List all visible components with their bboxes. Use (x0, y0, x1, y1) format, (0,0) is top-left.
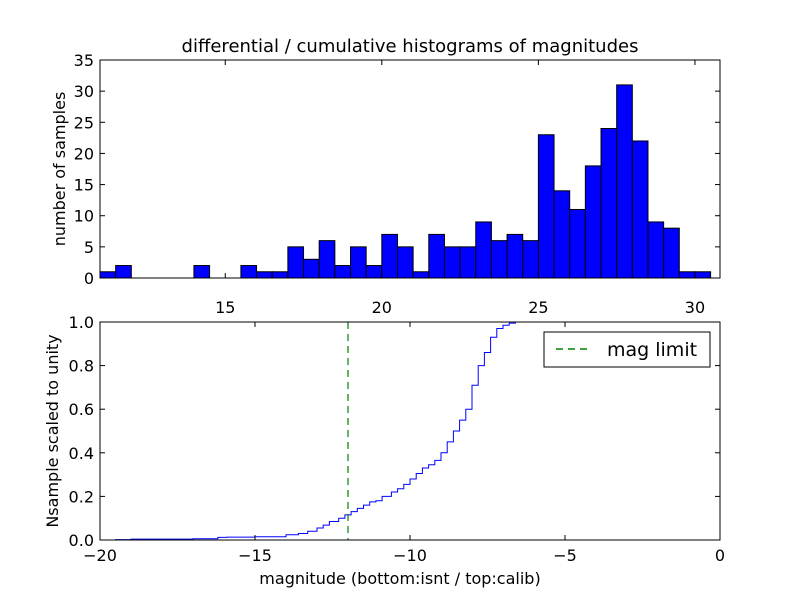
cumulative-y-ticks: 0.0 0.2 0.4 0.6 0.8 1.0 (69, 313, 720, 550)
cumulative-ytick-label: 0.4 (69, 444, 94, 463)
histogram-ylabel: number of samples (50, 92, 69, 247)
histogram-bar (99, 271, 117, 279)
histogram-bar (193, 265, 211, 279)
histogram-bar (631, 140, 649, 279)
histogram-bar (443, 246, 461, 279)
histogram-ytick-label: 10 (74, 207, 94, 226)
histogram-panel: differential / cumulative histograms of … (50, 36, 721, 317)
histogram-bar (459, 246, 477, 279)
histogram-xtick-label: 30 (685, 298, 705, 317)
histogram-bar (318, 240, 336, 279)
histogram-bar (553, 190, 571, 279)
cumulative-x-ticks: −20 −15 −10 −5 0 (83, 322, 725, 565)
histogram-bar (678, 271, 696, 279)
cumulative-xtick-label: −10 (393, 546, 427, 565)
histogram-ytick-label: 30 (74, 82, 94, 101)
histogram-bar (490, 240, 508, 279)
histogram-bar (475, 221, 492, 279)
histogram-bar (396, 246, 414, 279)
histogram-bar (647, 221, 665, 279)
histogram-bar (616, 84, 633, 279)
histogram-bar (663, 227, 680, 279)
legend-mag-limit-label: mag limit (607, 339, 697, 361)
histogram-axes-frame (99, 59, 721, 279)
histogram-bar (506, 233, 524, 279)
cumulative-ytick-label: 0.2 (69, 487, 94, 506)
histogram-y-ticks: 0 5 10 15 20 25 30 35 (74, 51, 720, 288)
cumulative-panel: 0.0 0.2 0.4 0.6 0.8 1.0 −20 −15 −10 −5 0 magnitud… (43, 313, 725, 588)
histogram-xtick-label: 15 (215, 298, 235, 317)
legend: mag limit (543, 331, 711, 368)
histogram-bar (365, 265, 383, 279)
histogram-bar (381, 233, 398, 279)
histogram-bar (334, 265, 352, 279)
histogram-bar (428, 233, 445, 279)
histogram-x-ticks: 15 20 25 30 (215, 60, 705, 317)
histogram-xtick-label: 25 (528, 298, 548, 317)
cumulative-step-line (100, 321, 720, 541)
histogram-bar (350, 246, 367, 279)
cumulative-ytick-label: 1.0 (69, 313, 94, 332)
histogram-bar (240, 265, 258, 279)
histogram-bar (303, 258, 320, 279)
histogram-ytick-label: 35 (74, 51, 94, 70)
cumulative-xtick-label: 0 (715, 546, 725, 565)
histogram-bar (271, 271, 289, 279)
cumulative-ytick-label: 0.8 (69, 357, 94, 376)
cumulative-xlabel: magnitude (bottom:isnt / top:calib) (259, 569, 540, 588)
histogram-bar (584, 165, 602, 279)
histogram-bar (600, 128, 618, 279)
histogram-ytick-label: 20 (74, 144, 94, 163)
cumulative-lines (100, 321, 720, 541)
cumulative-ytick-label: 0.0 (69, 531, 94, 550)
cumulative-xtick-label: −20 (83, 546, 117, 565)
histogram-bar (537, 134, 555, 279)
histogram-bar (412, 271, 430, 279)
cumulative-ytick-label: 0.6 (69, 400, 94, 419)
histogram-ytick-label: 0 (84, 269, 94, 288)
cumulative-xtick-label: −5 (553, 546, 577, 565)
histogram-bar (287, 246, 305, 279)
histogram-bars (99, 84, 712, 279)
cumulative-ylabel: Nsample scaled to unity (43, 334, 62, 527)
histogram-ytick-label: 25 (74, 113, 94, 132)
histogram-ytick-label: 5 (84, 238, 94, 257)
histogram-bar (569, 208, 586, 279)
histogram-bar (694, 271, 712, 279)
histogram-bar (256, 271, 273, 279)
cumulative-xtick-label: −15 (238, 546, 272, 565)
histogram-title: differential / cumulative histograms of … (182, 36, 639, 57)
histogram-xtick-label: 20 (372, 298, 392, 317)
histogram-bar (115, 265, 132, 279)
histogram-ytick-label: 15 (74, 176, 94, 195)
histogram-bar (522, 240, 539, 279)
